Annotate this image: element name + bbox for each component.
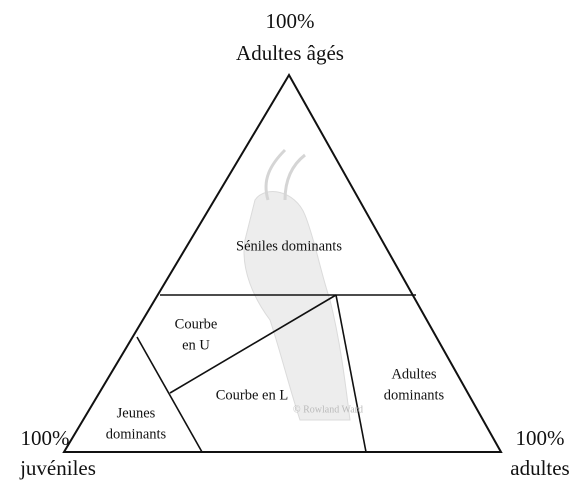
region-label: Courbe en L <box>216 387 288 403</box>
divider <box>136 336 203 453</box>
corner-label: Adultes âgés <box>236 41 344 65</box>
region-label: Jeunes <box>117 405 156 421</box>
corner-percent: 100% <box>266 9 315 33</box>
region-label: Courbe <box>175 316 218 332</box>
region-label: Adultes <box>391 366 436 382</box>
region-label: en U <box>182 337 210 353</box>
corner-percent: 100% <box>516 426 565 450</box>
corner-label: juvéniles <box>19 456 96 480</box>
region-label: dominants <box>106 426 167 442</box>
watermark: © Rowland Ward <box>293 404 363 415</box>
corner-label: adultes <box>510 456 569 480</box>
gazelle-illustration <box>243 148 351 421</box>
divider <box>335 294 367 453</box>
divider <box>169 294 337 394</box>
triangle <box>62 73 503 453</box>
corner-percent: 100% <box>21 426 70 450</box>
region-label: dominants <box>384 387 445 403</box>
region-label: Séniles dominants <box>236 238 342 254</box>
